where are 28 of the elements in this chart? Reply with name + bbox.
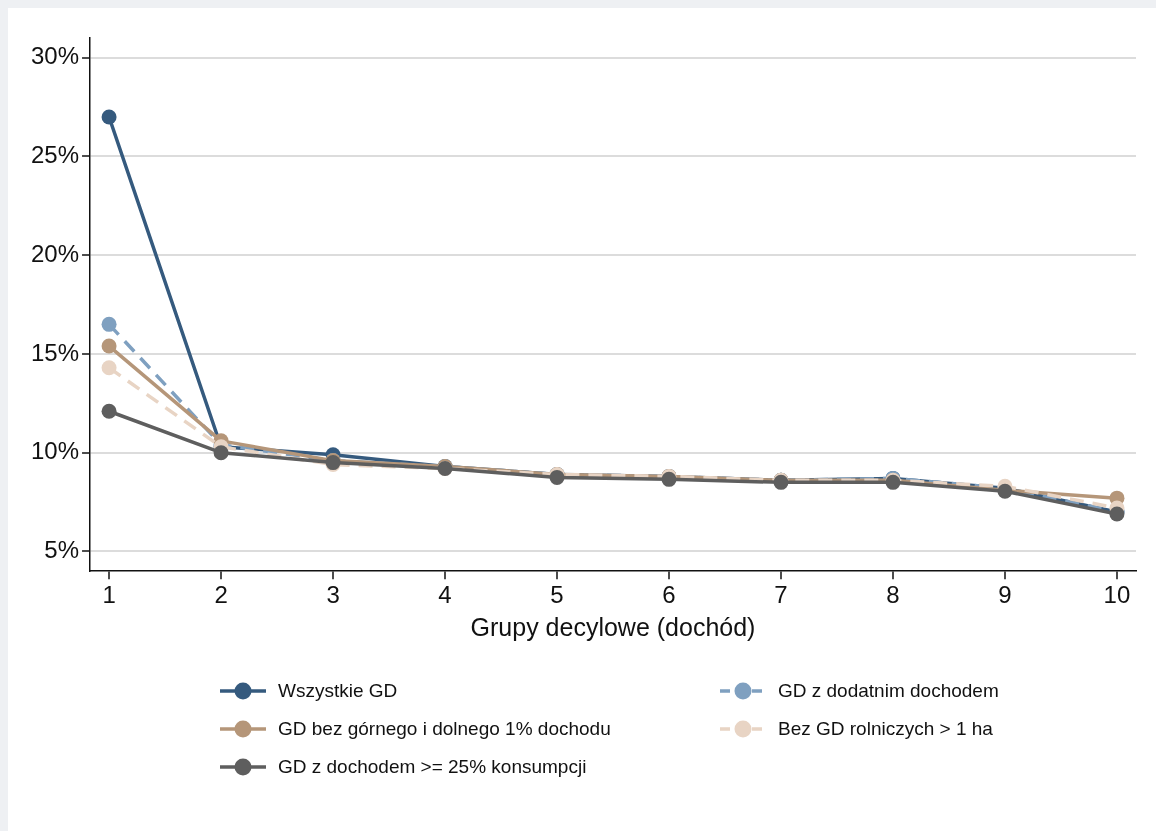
x-tick-label: 8 bbox=[886, 581, 900, 609]
x-tick-label: 6 bbox=[662, 581, 676, 609]
x-tick-label: 4 bbox=[438, 581, 452, 609]
x-axis-title: Grupy decylowe (dochód) bbox=[470, 612, 756, 641]
x-tick-label: 2 bbox=[214, 581, 228, 609]
point bbox=[101, 360, 117, 376]
x-tick-label: 5 bbox=[550, 581, 564, 609]
legend-label: Bez GD rolniczych > 1 ha bbox=[778, 718, 993, 740]
x-tick-label: 3 bbox=[326, 581, 340, 609]
point bbox=[101, 109, 117, 125]
y-tick-label: 25% bbox=[30, 141, 80, 169]
legend-label: GD z dochodem >= 25% konsumpcji bbox=[278, 756, 587, 778]
x-tick-label: 9 bbox=[998, 581, 1012, 609]
point bbox=[101, 403, 117, 419]
point bbox=[101, 316, 117, 332]
point bbox=[101, 338, 117, 354]
y-tick-label: 30% bbox=[30, 42, 80, 70]
x-tick-label: 10 bbox=[1103, 581, 1131, 609]
point bbox=[213, 445, 229, 461]
y-tick-label: 10% bbox=[30, 437, 80, 465]
x-tick-label: 7 bbox=[774, 581, 788, 609]
legend-label: GD z dodatnim dochodem bbox=[778, 680, 999, 702]
legend-label: Wszystkie GD bbox=[278, 680, 398, 702]
x-tick-label: 1 bbox=[102, 581, 116, 609]
y-tick-label: 20% bbox=[30, 239, 80, 267]
y-tick-label: 5% bbox=[44, 536, 80, 564]
legend-label: GD bez górnego i dolnego 1% dochodu bbox=[278, 718, 611, 740]
y-tick-label: 15% bbox=[30, 338, 80, 366]
